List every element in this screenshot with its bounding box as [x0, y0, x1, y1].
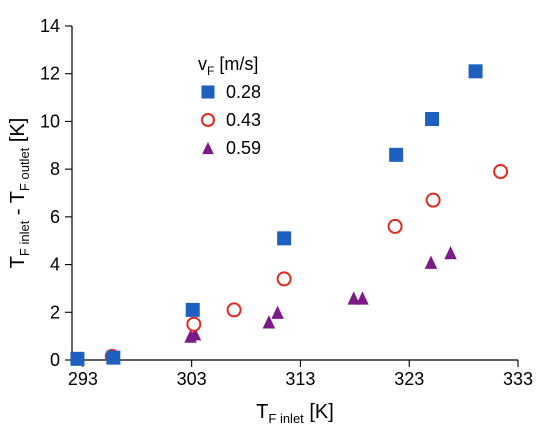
legend-label: 0.43: [226, 110, 261, 130]
legend-entry: 0.28: [201, 82, 261, 102]
data-point-open-circle: [276, 271, 292, 287]
axes: [71, 26, 518, 361]
legend: vF [m/s] 0.28 0.43 0.59: [198, 54, 261, 158]
legend-marker-triangle: [202, 141, 214, 155]
y-tick-label: 6: [50, 207, 60, 227]
data-point-triangle: [356, 291, 369, 305]
y-tick-label: 0: [50, 350, 60, 370]
data-point-square: [106, 350, 121, 365]
legend-marker-open-circle: [201, 113, 215, 127]
y-tick-label: 14: [40, 16, 60, 36]
data-point-open-circle: [226, 302, 242, 318]
data-point-square: [70, 351, 85, 366]
y-tick-label: 4: [50, 255, 60, 275]
x-tick-label: 333: [503, 369, 533, 389]
x-tick-label: 293: [68, 369, 98, 389]
legend-entry: 0.43: [201, 110, 261, 130]
y-tick-label: 10: [40, 111, 60, 131]
data-point-open-circle: [387, 218, 403, 234]
series-triangle: [108, 245, 457, 365]
x-tick-label: 303: [177, 369, 207, 389]
series-open-circle: [104, 164, 509, 364]
series-square: [70, 64, 483, 366]
data-point-triangle: [271, 305, 284, 319]
data-points: [70, 64, 509, 366]
legend-label: 0.59: [226, 138, 261, 158]
y-tick-label: 2: [50, 302, 60, 322]
data-point-triangle: [347, 291, 360, 305]
data-point-square: [425, 112, 440, 127]
data-point-triangle: [424, 255, 438, 269]
legend-label: 0.28: [226, 82, 261, 102]
data-point-triangle: [444, 245, 457, 260]
data-point-open-circle: [425, 192, 441, 208]
legend-entry: 0.59: [202, 138, 261, 158]
y-tick-label: 8: [50, 159, 60, 179]
data-point-triangle: [188, 327, 202, 341]
x-tick-label: 313: [285, 369, 315, 389]
x-tick-label: 323: [394, 369, 424, 389]
data-point-open-circle: [186, 316, 202, 332]
data-point-triangle: [262, 315, 276, 329]
data-point-square: [185, 302, 200, 317]
axis-titles: TF inlet [K] TF inlet - TF outlet [K]: [7, 118, 334, 426]
data-point-square: [389, 147, 404, 162]
data-point-open-circle: [493, 164, 509, 180]
data-point-square: [468, 64, 483, 79]
tick-marks: 293 303 313 323 333 0 2 4 6 8 10 12 14: [40, 16, 533, 389]
y-axis-title: TF inlet - TF outlet [K]: [7, 118, 32, 269]
data-point-square: [277, 231, 292, 246]
legend-marker-square: [201, 85, 215, 99]
y-tick-label: 12: [40, 64, 60, 84]
legend-title: vF [m/s]: [198, 54, 258, 78]
x-axis-title: TF inlet [K]: [256, 401, 334, 426]
